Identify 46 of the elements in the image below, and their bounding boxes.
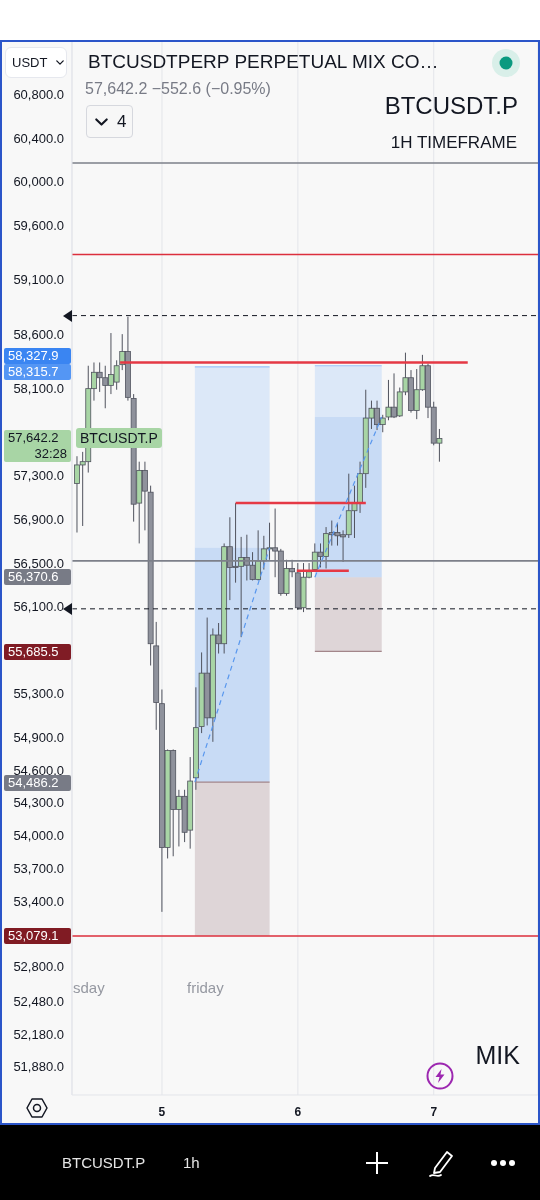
- y-tick-label: 54,600.0: [13, 762, 64, 778]
- y-tick-label: 57,300.0: [13, 468, 64, 484]
- text: 54,486.2: [4, 775, 71, 791]
- y-tick-label: 54,900.0: [13, 730, 64, 746]
- annotation: BTCUSDT.P: [384, 92, 518, 120]
- text: 32:28: [4, 446, 71, 462]
- toggle-button: 4: [86, 105, 133, 138]
- text: 56,370.6: [4, 569, 71, 585]
- y-tick-label: 56,100.0: [13, 599, 64, 615]
- text: 1h: [183, 1154, 200, 1172]
- y-tick-label: 56,500.0: [13, 555, 64, 571]
- x-tick-label: 5: [158, 1104, 166, 1119]
- annotation: sday: [73, 979, 105, 997]
- annotation: BTCUSDT.P: [76, 428, 162, 448]
- y-tick-label: 58,600.0: [13, 326, 64, 342]
- y-tick-label: 60,400.0: [13, 130, 64, 146]
- text: BTCUSDT.P: [62, 1154, 146, 1172]
- ref-line-label: 53,079.1: [4, 927, 71, 944]
- annotation: friday: [187, 979, 224, 997]
- text: 57,642.2 −552.6 (−0.95%): [85, 80, 271, 98]
- annotation: 4: [117, 111, 127, 132]
- y-tick-label: 53,700.0: [13, 860, 64, 876]
- dropdown-field: USDT: [5, 47, 67, 78]
- y-tick-label: 60,800.0: [13, 86, 64, 102]
- text: 58,327.9: [4, 348, 71, 364]
- y-tick-label: 52,800.0: [13, 958, 64, 974]
- x-tick-label: 7: [430, 1104, 438, 1119]
- text: 55,685.5: [4, 644, 71, 660]
- y-tick-label: 51,880.0: [13, 1059, 64, 1075]
- y-tick-label: 53,400.0: [13, 893, 64, 909]
- y-tick-label: 52,480.0: [13, 993, 64, 1009]
- x-tick-label: 6: [294, 1104, 302, 1119]
- y-tick-label: 52,180.0: [13, 1026, 64, 1042]
- text: BTCUSDTPERP PERPETUAL MIX CO…: [88, 51, 439, 73]
- annotation: MIK: [475, 1041, 520, 1070]
- y-tick-label: 58,100.0: [13, 381, 64, 397]
- text: 58,315.7: [4, 364, 71, 380]
- annotation: 1H TIMEFRAME: [390, 133, 517, 153]
- y-tick-label: 54,000.0: [13, 828, 64, 844]
- y-tick-label: 59,600.0: [13, 217, 64, 233]
- y-tick-label: 54,300.0: [13, 795, 64, 811]
- y-tick-label: 60,000.0: [13, 174, 64, 190]
- text: 57,642.2: [4, 430, 71, 446]
- y-tick-label: 59,100.0: [13, 272, 64, 288]
- y-tick-label: 56,900.0: [13, 512, 64, 528]
- y-tick-label: 55,300.0: [13, 686, 64, 702]
